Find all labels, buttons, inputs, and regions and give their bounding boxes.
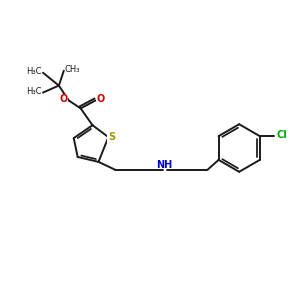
- Text: CH₃: CH₃: [65, 65, 80, 74]
- Text: H₃C: H₃C: [26, 87, 42, 96]
- Text: NH: NH: [156, 160, 172, 170]
- Text: Cl: Cl: [276, 130, 287, 140]
- Text: O: O: [96, 94, 105, 104]
- Text: H₃C: H₃C: [26, 67, 42, 76]
- Text: S: S: [108, 132, 115, 142]
- Text: O: O: [60, 94, 68, 104]
